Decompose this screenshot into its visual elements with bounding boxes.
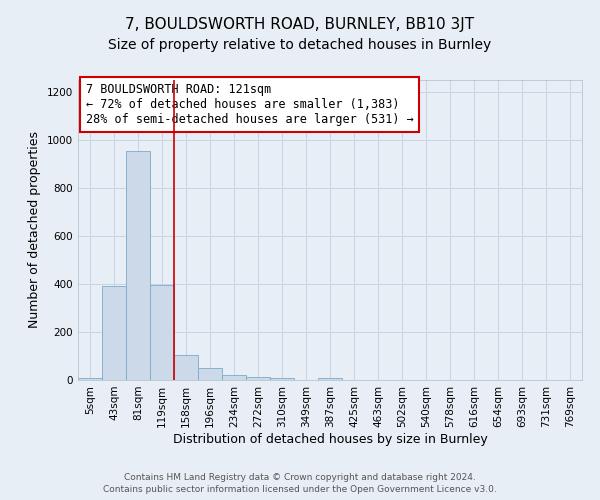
Bar bbox=[270, 378, 294, 380]
X-axis label: Distribution of detached houses by size in Burnley: Distribution of detached houses by size … bbox=[173, 432, 487, 446]
Bar bbox=[318, 378, 342, 380]
Text: 7 BOULDSWORTH ROAD: 121sqm
← 72% of detached houses are smaller (1,383)
28% of s: 7 BOULDSWORTH ROAD: 121sqm ← 72% of deta… bbox=[86, 83, 413, 126]
Text: Size of property relative to detached houses in Burnley: Size of property relative to detached ho… bbox=[109, 38, 491, 52]
Bar bbox=[126, 151, 150, 380]
Text: Contains HM Land Registry data © Crown copyright and database right 2024.
Contai: Contains HM Land Registry data © Crown c… bbox=[103, 472, 497, 494]
Bar bbox=[102, 286, 126, 380]
Bar bbox=[198, 368, 222, 380]
Bar bbox=[222, 374, 246, 380]
Text: 7, BOULDSWORTH ROAD, BURNLEY, BB10 3JT: 7, BOULDSWORTH ROAD, BURNLEY, BB10 3JT bbox=[125, 18, 475, 32]
Bar bbox=[246, 377, 270, 380]
Bar bbox=[78, 378, 102, 380]
Bar bbox=[174, 356, 198, 380]
Y-axis label: Number of detached properties: Number of detached properties bbox=[28, 132, 41, 328]
Bar bbox=[150, 285, 174, 380]
